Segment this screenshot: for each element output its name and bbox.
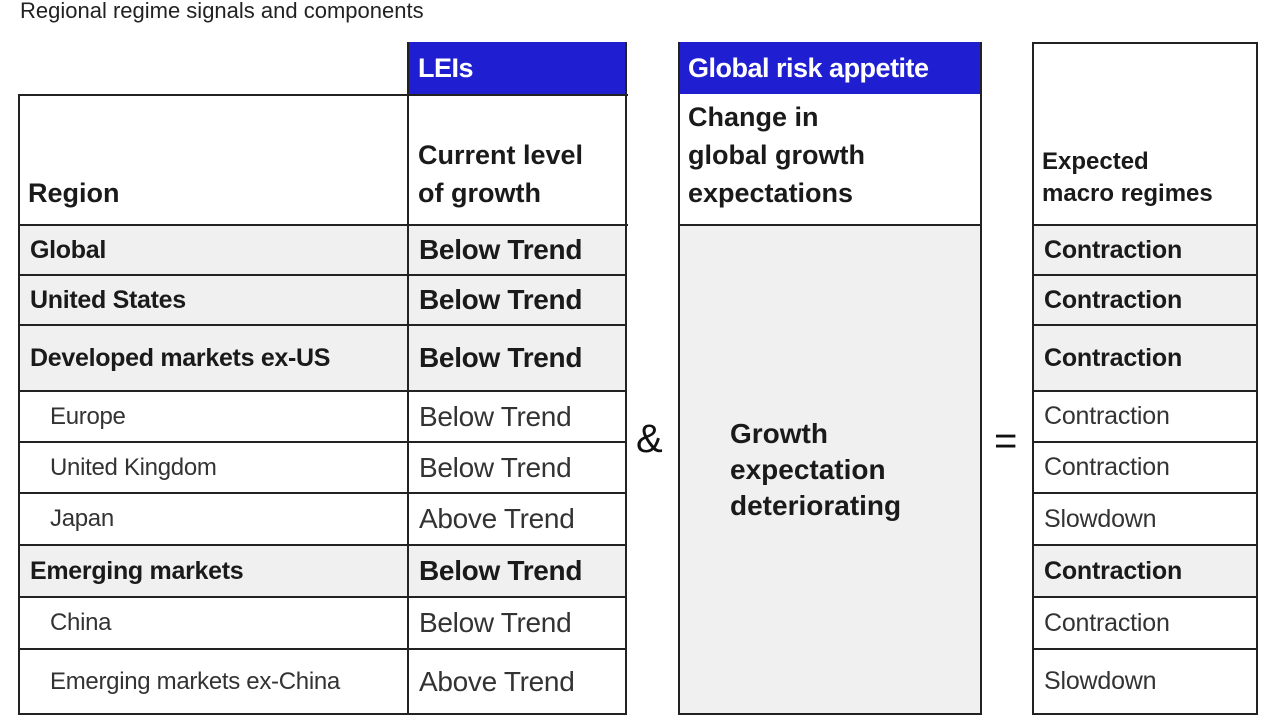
region-cell-text: Developed markets ex-US <box>30 343 331 372</box>
region-cell: United States <box>20 276 407 326</box>
header-top-rule-left <box>18 94 628 96</box>
regime-cell: Slowdown <box>1034 494 1256 546</box>
left-table-border <box>18 94 20 715</box>
region-cell: Developed markets ex-US <box>20 326 407 392</box>
regime-cell-text: Contraction <box>1044 402 1170 430</box>
and-operator: & <box>636 417 663 461</box>
regime-right-border <box>1256 42 1258 715</box>
expected-header-line2: macro regimes <box>1042 180 1213 207</box>
change-header-line2: global growth <box>688 140 865 170</box>
lei-cell-text: Above Trend <box>419 665 575 697</box>
change-header-line3: expectations <box>688 178 854 208</box>
regime-cell: Contraction <box>1034 546 1256 598</box>
lei-cell: Below Trend <box>409 443 625 494</box>
regime-cell: Contraction <box>1034 443 1256 494</box>
lei-cell-text: Below Trend <box>419 234 583 265</box>
lei-cell-text: Above Trend <box>419 503 575 534</box>
lei-cell: Below Trend <box>409 276 625 326</box>
regime-cell: Contraction <box>1034 326 1256 392</box>
expected-header-line1: Expected <box>1042 148 1149 175</box>
regime-cell: Contraction <box>1034 276 1256 326</box>
region-cell: Emerging markets <box>20 546 407 598</box>
regime-cell: Contraction <box>1034 226 1256 276</box>
region-cell: Japan <box>20 494 407 546</box>
risk-left-border <box>678 42 680 715</box>
risk-appetite-group-header: Global risk appetite <box>678 42 982 94</box>
risk-appetite-value: Growth expectation deteriorating <box>730 416 901 524</box>
region-column-header: Region <box>28 174 120 212</box>
region-cell-text: United Kingdom <box>50 453 217 481</box>
risk-appetite-value-cell <box>680 226 980 714</box>
risk-header-bottom-rule <box>678 224 982 226</box>
lei-right-border <box>625 42 627 715</box>
lei-cell-text: Below Trend <box>419 555 583 586</box>
risk-value-line2: expectation <box>730 454 886 485</box>
lei-cell: Below Trend <box>409 326 625 392</box>
regime-cell: Slowdown <box>1034 650 1256 715</box>
region-cell-text: Emerging markets ex-China <box>50 667 340 695</box>
region-cell-text: Emerging markets <box>30 556 244 585</box>
lei-cell: Below Trend <box>409 546 625 598</box>
regime-cell: Contraction <box>1034 392 1256 443</box>
table-caption: Regional regime signals and components <box>20 0 424 23</box>
expected-regimes-column-header: Expected macro regimes <box>1042 146 1213 210</box>
region-cell-text: United States <box>30 285 186 314</box>
region-cell-text: Global <box>30 235 106 264</box>
region-cell: United Kingdom <box>20 443 407 494</box>
region-cell-text: Europe <box>50 402 126 430</box>
regime-header-bottom-rule <box>1032 224 1258 226</box>
regime-cell-text: Contraction <box>1044 453 1170 481</box>
region-header-label: Region <box>28 178 120 208</box>
header-bottom-rule-left <box>18 224 628 226</box>
regime-cell-text: Contraction <box>1044 285 1183 314</box>
regime-cell-text: Contraction <box>1044 343 1183 372</box>
lei-cell-text: Below Trend <box>419 451 572 483</box>
regime-cell-text: Contraction <box>1044 556 1183 585</box>
region-cell-text: China <box>50 609 112 636</box>
leis-group-header: LEIs <box>408 42 626 94</box>
region-lei-divider <box>407 42 409 715</box>
lei-cell-text: Below Trend <box>419 342 583 373</box>
regime-cell-text: Contraction <box>1044 235 1183 264</box>
current-level-header-line2: of growth <box>418 178 541 208</box>
risk-bottom-rule <box>678 713 982 715</box>
regime-cell-text: Slowdown <box>1044 667 1157 695</box>
lei-cell: Below Trend <box>409 598 625 650</box>
region-cell: Europe <box>20 392 407 443</box>
change-header-line1: Change in <box>688 102 819 132</box>
lei-cell-text: Below Trend <box>419 400 572 432</box>
lei-cell-text: Below Trend <box>419 284 583 315</box>
lei-cell: Below Trend <box>409 226 625 276</box>
current-level-column-header: Current level of growth <box>418 136 583 212</box>
regime-cell: Contraction <box>1034 598 1256 650</box>
risk-value-line3: deteriorating <box>730 490 902 521</box>
lei-cell: Above Trend <box>409 650 625 715</box>
regime-left-border <box>1032 42 1034 715</box>
risk-appetite-group-label: Global risk appetite <box>688 52 929 83</box>
risk-value-line1: Growth <box>730 418 828 449</box>
regime-cell-text: Slowdown <box>1044 504 1157 533</box>
lei-cell-text: Below Trend <box>419 607 572 638</box>
region-cell: Global <box>20 226 407 276</box>
change-expectations-column-header: Change in global growth expectations <box>688 98 865 212</box>
leis-group-label: LEIs <box>418 52 474 83</box>
region-cell: China <box>20 598 407 650</box>
risk-right-border <box>980 42 982 715</box>
region-cell: Emerging markets ex-China <box>20 650 407 715</box>
regime-cell-text: Contraction <box>1044 608 1170 637</box>
current-level-header-line1: Current level <box>418 140 584 170</box>
lei-cell: Above Trend <box>409 494 625 546</box>
equals-operator: = <box>994 419 1018 463</box>
lei-cell: Below Trend <box>409 392 625 443</box>
region-cell-text: Japan <box>50 505 114 532</box>
regime-top-rule <box>1032 42 1258 44</box>
